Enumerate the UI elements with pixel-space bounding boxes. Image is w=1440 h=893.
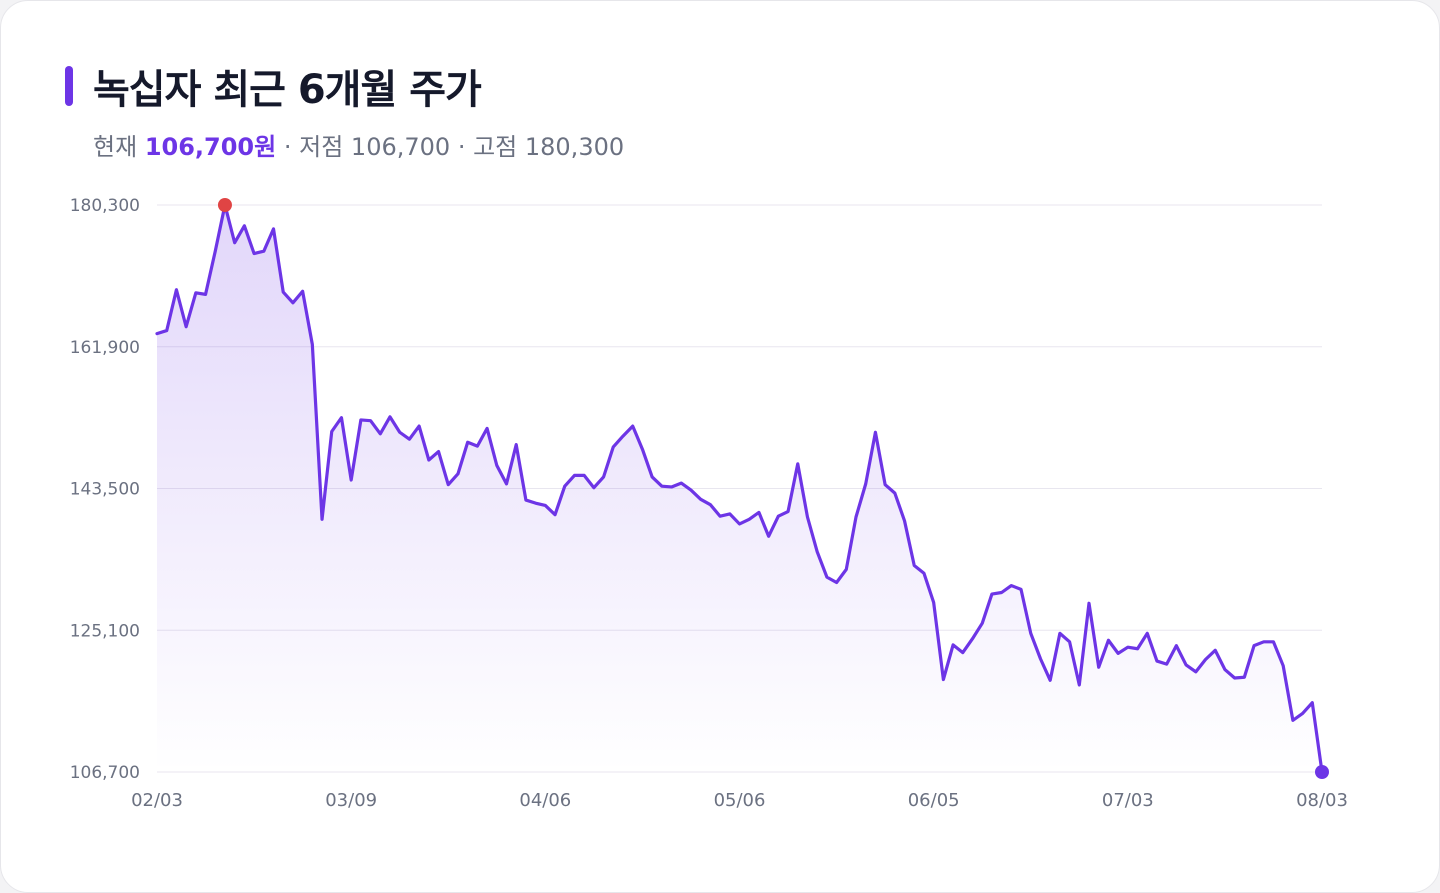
y-tick-label: 106,700 [70,763,140,783]
price-summary: 현재 106,700원 · 저점 106,700 · 고점 180,300 [93,127,624,162]
x-tick-label: 04/06 [519,790,571,811]
current-label: 현재 [93,133,138,161]
price-line [155,203,1324,774]
y-tick-label: 143,500 [70,480,140,500]
low-price: 106,700 [350,133,451,161]
x-tick-label: 06/05 [908,790,960,811]
x-tick-label: 05/06 [714,790,766,811]
x-axis-ticks: 02/03 03/09 04/06 05/06 06/05 07/03 08/03 [131,790,1348,811]
page-title: 녹십자 최근 6개월 주가 [93,67,482,113]
y-tick-label: 180,300 [70,196,140,216]
price-area [157,205,1322,772]
x-tick-label: 03/09 [325,790,377,811]
last-point-marker [1315,765,1329,779]
x-tick-label: 07/03 [1102,790,1154,811]
y-tick-label: 125,100 [70,621,140,641]
low-label: · 저점 [283,133,344,161]
y-tick-label: 161,900 [70,338,140,358]
current-price: 106,700원 [144,133,277,161]
high-price: 180,300 [524,133,625,161]
high-point-marker [217,198,232,212]
x-tick-label: 02/03 [131,790,183,811]
title-accent-bar [65,66,73,106]
high-label: · 고점 [457,133,518,161]
title-row: 녹십자 최근 6개월 주가 [65,61,482,113]
y-axis-ticks: 180,300 161,900 143,500 125,100 106,700 [70,196,140,783]
x-tick-label: 08/03 [1296,790,1348,811]
